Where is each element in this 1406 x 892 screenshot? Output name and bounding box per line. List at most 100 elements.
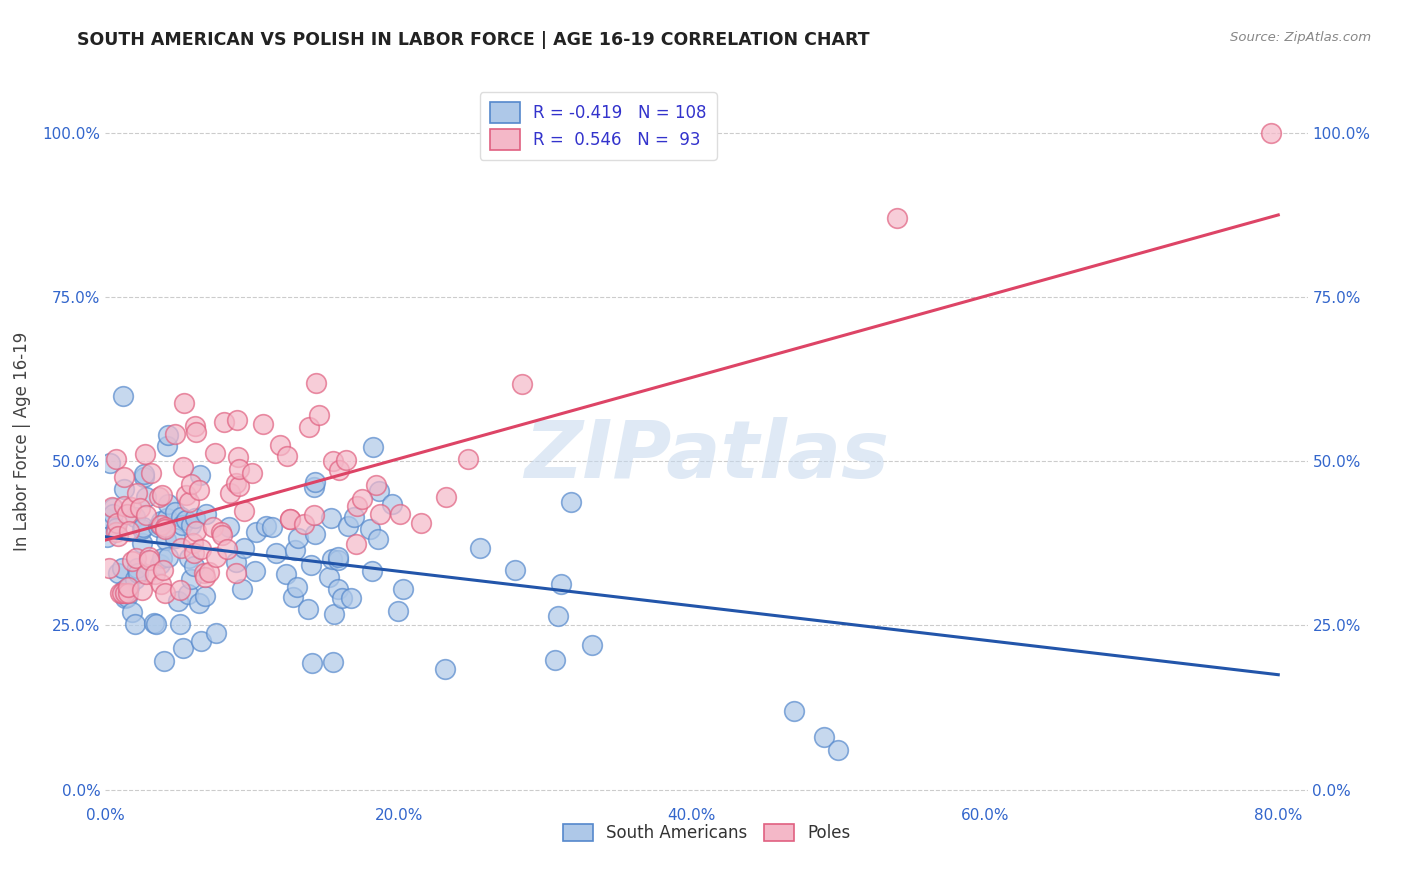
Point: [173, 396, 195, 410]
Point: [156, 497, 179, 511]
Point: [434, 491, 457, 505]
Y-axis label: In Labor Force | Age 16-19: In Labor Force | Age 16-19: [14, 332, 31, 551]
Point: [132, 520, 155, 534]
Point: [156, 549, 179, 564]
Point: [165, 505, 187, 519]
Point: [177, 587, 200, 601]
Point: [285, 580, 308, 594]
Point: [254, 518, 277, 533]
Point: [322, 453, 344, 467]
Point: [233, 541, 256, 555]
Point: [169, 617, 191, 632]
Point: [117, 585, 139, 599]
Point: [184, 419, 207, 434]
Point: [124, 616, 146, 631]
Point: [181, 535, 204, 549]
Point: [503, 563, 526, 577]
Point: [115, 591, 138, 605]
Point: [150, 487, 173, 501]
Point: [204, 445, 226, 459]
Point: [132, 469, 155, 483]
Point: [368, 483, 391, 498]
Point: [125, 560, 148, 574]
Point: [148, 520, 170, 534]
Point: [101, 500, 124, 515]
Point: [228, 478, 250, 492]
Point: [350, 491, 373, 506]
Point: [194, 507, 217, 521]
Point: [183, 559, 205, 574]
Point: [98, 561, 121, 575]
Point: [328, 582, 350, 597]
Point: [550, 577, 572, 591]
Point: [211, 527, 233, 541]
Point: [783, 704, 806, 718]
Point: [96, 531, 118, 545]
Point: [368, 507, 391, 521]
Point: [269, 438, 291, 452]
Point: [187, 596, 209, 610]
Point: [135, 490, 157, 504]
Point: [118, 524, 141, 538]
Point: [153, 585, 176, 599]
Point: [166, 594, 188, 608]
Point: [138, 549, 160, 564]
Point: [228, 450, 250, 465]
Point: [560, 494, 582, 508]
Point: [190, 542, 212, 557]
Point: [135, 566, 157, 581]
Point: [240, 466, 263, 480]
Point: [131, 535, 153, 549]
Point: [194, 570, 217, 584]
Point: [344, 537, 367, 551]
Point: [135, 508, 157, 522]
Point: [205, 549, 228, 564]
Point: [108, 585, 131, 599]
Point: [252, 417, 274, 432]
Point: [125, 486, 148, 500]
Point: [177, 551, 200, 566]
Point: [149, 518, 172, 533]
Text: SOUTH AMERICAN VS POLISH IN LABOR FORCE | AGE 16-19 CORRELATION CHART: SOUTH AMERICAN VS POLISH IN LABOR FORCE …: [77, 31, 870, 49]
Point: [186, 425, 208, 440]
Point: [149, 514, 172, 528]
Point: [94, 511, 117, 525]
Point: [180, 572, 202, 586]
Point: [105, 452, 128, 467]
Point: [228, 462, 250, 476]
Point: [107, 529, 129, 543]
Point: [198, 565, 221, 579]
Point: [387, 604, 409, 618]
Point: [125, 551, 148, 566]
Point: [284, 542, 307, 557]
Point: [121, 554, 143, 568]
Point: [287, 532, 309, 546]
Point: [172, 641, 194, 656]
Point: [321, 552, 343, 566]
Legend: South Americans, Poles: South Americans, Poles: [555, 817, 858, 848]
Point: [107, 566, 129, 580]
Point: [305, 376, 328, 390]
Point: [155, 522, 177, 536]
Point: [163, 531, 186, 545]
Point: [332, 591, 354, 606]
Point: [120, 500, 142, 514]
Point: [457, 452, 479, 467]
Point: [470, 541, 492, 555]
Point: [177, 495, 200, 509]
Point: [190, 633, 212, 648]
Point: [180, 477, 202, 491]
Point: [174, 513, 197, 527]
Point: [308, 408, 330, 422]
Point: [131, 582, 153, 597]
Point: [301, 558, 323, 573]
Point: [281, 590, 304, 604]
Point: [202, 520, 225, 534]
Point: [301, 656, 323, 670]
Point: [367, 532, 389, 546]
Point: [150, 551, 173, 566]
Point: [298, 420, 321, 434]
Point: [172, 459, 194, 474]
Point: [225, 555, 247, 569]
Point: [186, 524, 208, 538]
